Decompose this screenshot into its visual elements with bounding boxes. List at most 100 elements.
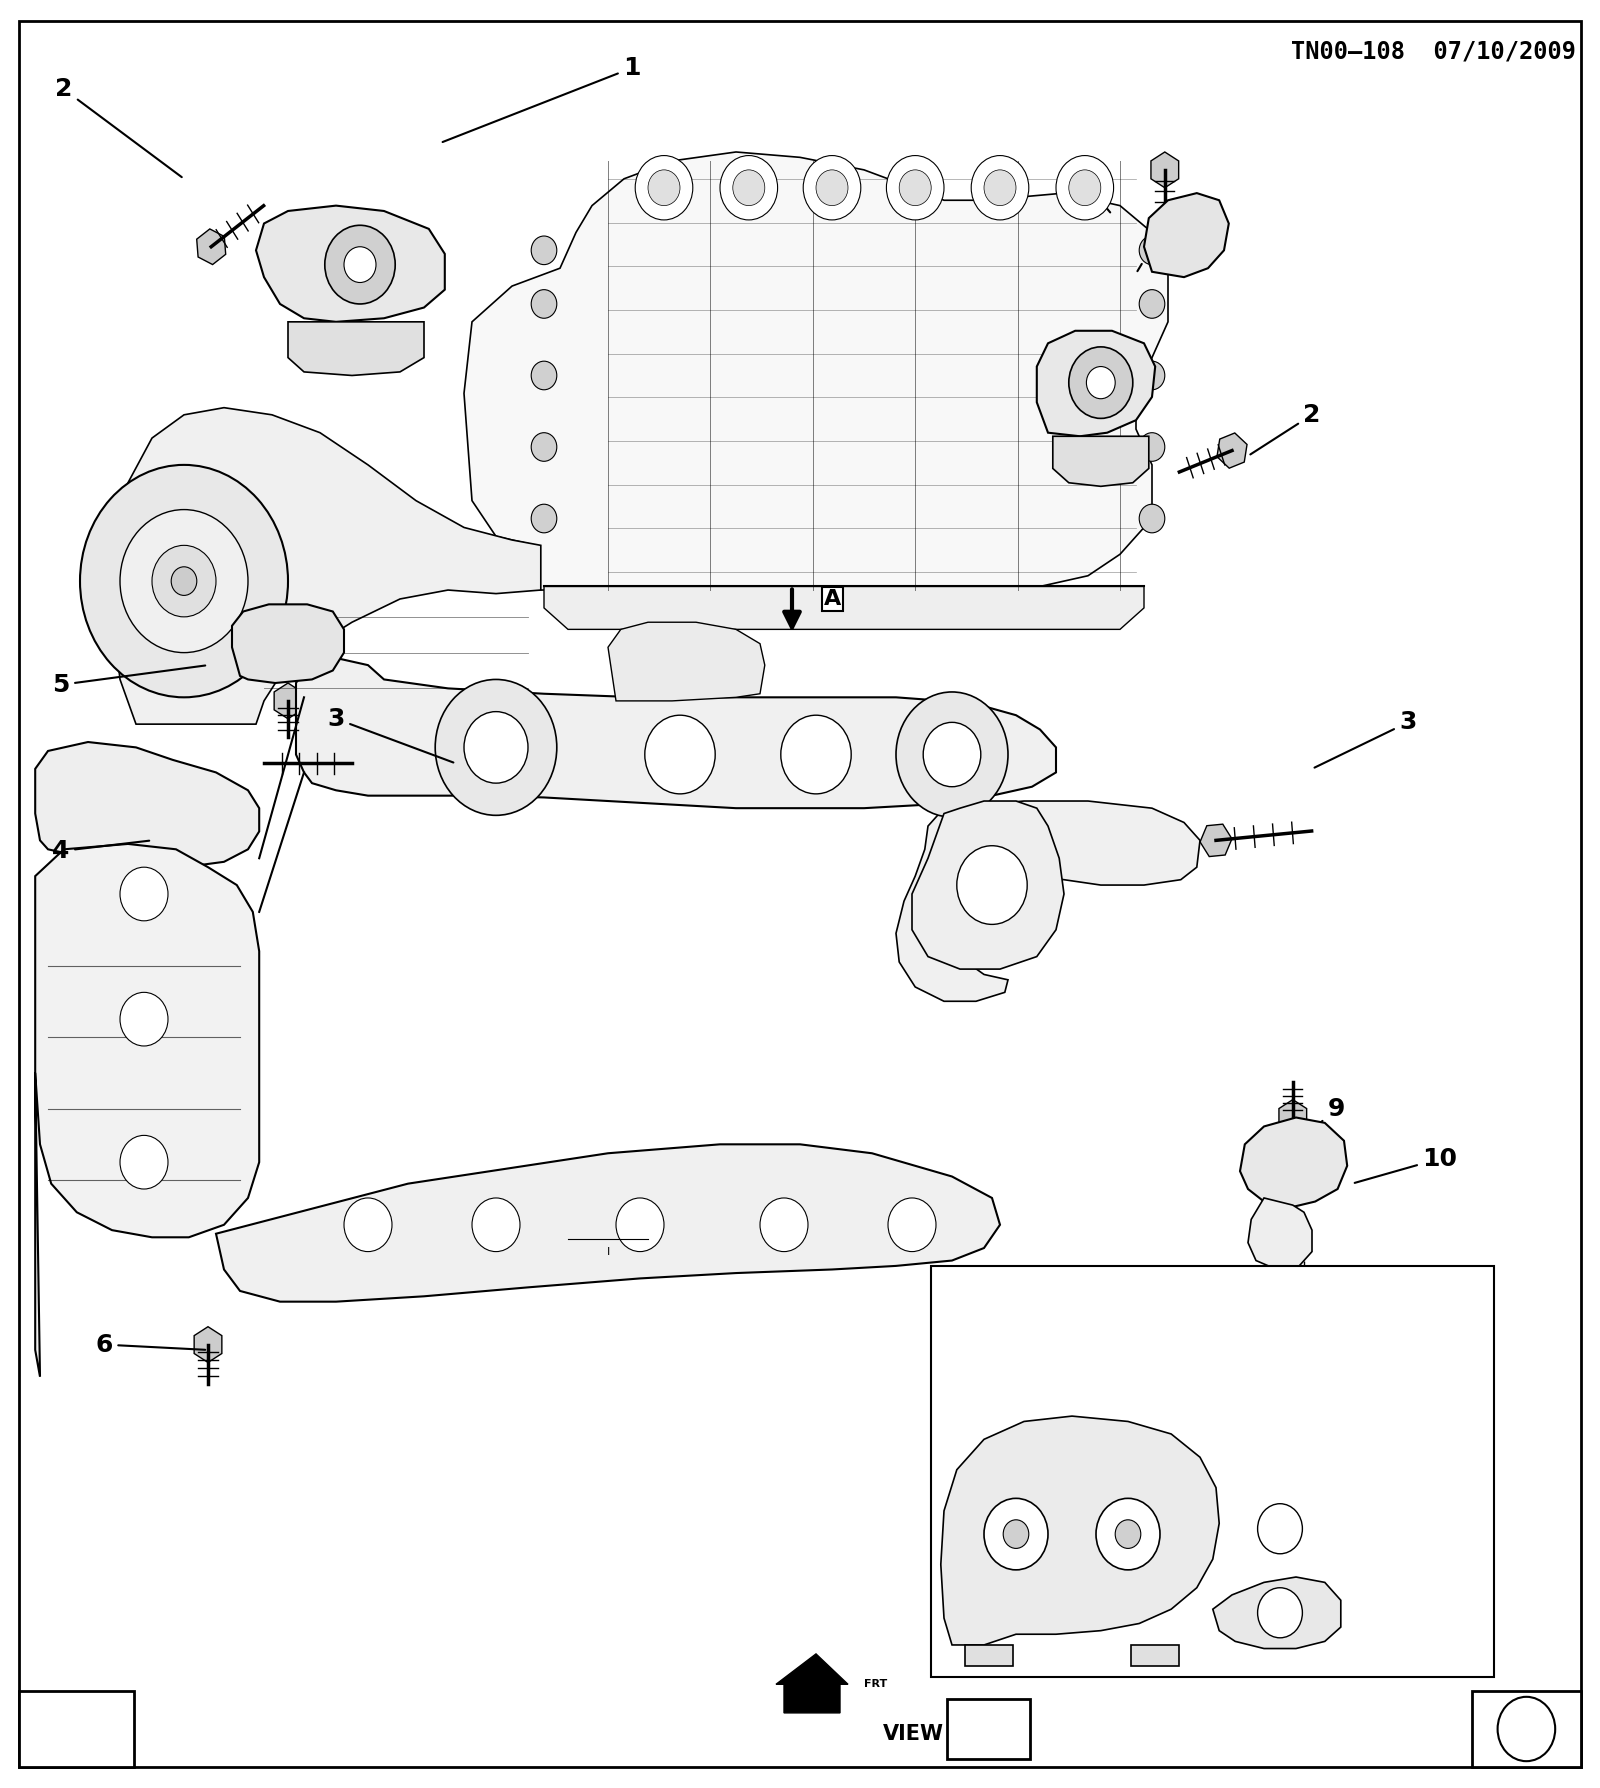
Text: 7: 7 — [1138, 234, 1160, 272]
Circle shape — [616, 1198, 664, 1252]
Polygon shape — [1213, 1577, 1341, 1649]
Polygon shape — [296, 658, 1056, 808]
Text: 9: 9 — [1294, 1096, 1344, 1146]
Bar — [931, 1266, 1494, 1677]
Circle shape — [816, 170, 848, 206]
Text: FRT: FRT — [864, 1679, 888, 1690]
Circle shape — [435, 679, 557, 815]
Polygon shape — [232, 604, 344, 683]
Circle shape — [531, 504, 557, 533]
Bar — [1472, 1691, 1581, 1767]
Text: ma: ma — [61, 1720, 93, 1738]
Circle shape — [1003, 1520, 1029, 1548]
Circle shape — [923, 722, 981, 787]
Polygon shape — [194, 1327, 222, 1362]
Polygon shape — [1150, 152, 1179, 188]
Polygon shape — [1248, 1198, 1312, 1269]
Text: I: I — [606, 1248, 610, 1257]
Polygon shape — [1218, 433, 1246, 468]
Polygon shape — [1131, 1645, 1179, 1666]
Circle shape — [984, 1498, 1048, 1570]
Text: 8: 8 — [1080, 173, 1110, 213]
Text: 2: 2 — [56, 77, 182, 177]
Polygon shape — [35, 844, 259, 1377]
Circle shape — [472, 1198, 520, 1252]
Circle shape — [1115, 1520, 1141, 1548]
Text: 5: 5 — [53, 665, 205, 697]
Circle shape — [1086, 367, 1115, 399]
Circle shape — [886, 156, 944, 220]
Circle shape — [896, 692, 1008, 817]
Circle shape — [635, 156, 693, 220]
Polygon shape — [608, 622, 765, 701]
Polygon shape — [35, 742, 259, 867]
Text: 10: 10 — [1355, 1146, 1458, 1184]
Circle shape — [1139, 433, 1165, 461]
Text: 2: 2 — [1250, 402, 1320, 454]
Circle shape — [1139, 236, 1165, 265]
Circle shape — [1139, 504, 1165, 533]
Circle shape — [464, 712, 528, 783]
Polygon shape — [464, 152, 1168, 608]
Polygon shape — [1240, 1118, 1347, 1207]
Circle shape — [531, 361, 557, 390]
Circle shape — [1139, 361, 1165, 390]
Circle shape — [899, 170, 931, 206]
Polygon shape — [776, 1654, 848, 1713]
Text: gm
spo: gm spo — [1518, 1720, 1534, 1738]
Circle shape — [971, 156, 1029, 220]
Circle shape — [957, 846, 1027, 924]
Circle shape — [1139, 290, 1165, 318]
Polygon shape — [965, 1645, 1013, 1666]
Circle shape — [781, 715, 851, 794]
Text: A: A — [824, 588, 842, 610]
Circle shape — [645, 715, 715, 794]
Circle shape — [888, 1198, 936, 1252]
Text: 3: 3 — [1315, 710, 1416, 767]
Circle shape — [720, 156, 778, 220]
Circle shape — [152, 545, 216, 617]
Polygon shape — [544, 586, 1144, 629]
Circle shape — [120, 867, 168, 921]
Circle shape — [531, 290, 557, 318]
Circle shape — [531, 433, 557, 461]
Circle shape — [1056, 156, 1114, 220]
Circle shape — [531, 236, 557, 265]
Circle shape — [120, 510, 248, 653]
Circle shape — [1258, 1588, 1302, 1638]
Polygon shape — [336, 747, 368, 780]
Polygon shape — [1144, 193, 1229, 277]
Circle shape — [1498, 1697, 1555, 1761]
Polygon shape — [941, 1416, 1219, 1645]
Polygon shape — [197, 229, 226, 265]
Circle shape — [984, 170, 1016, 206]
Polygon shape — [896, 801, 1200, 1001]
Circle shape — [1258, 1504, 1302, 1554]
Polygon shape — [274, 683, 302, 719]
Polygon shape — [1200, 824, 1232, 856]
Circle shape — [1069, 170, 1101, 206]
Text: A: A — [981, 1718, 997, 1740]
Circle shape — [80, 465, 288, 697]
Bar — [19, 1691, 134, 1767]
Circle shape — [803, 156, 861, 220]
Text: 4: 4 — [53, 839, 149, 864]
Circle shape — [1069, 347, 1133, 418]
Polygon shape — [112, 408, 541, 724]
Polygon shape — [256, 206, 445, 322]
Text: 3: 3 — [328, 706, 453, 762]
Circle shape — [120, 1135, 168, 1189]
Circle shape — [1096, 1498, 1160, 1570]
Polygon shape — [1037, 331, 1155, 436]
Circle shape — [325, 225, 395, 304]
Text: 6: 6 — [96, 1332, 205, 1357]
Text: 1: 1 — [443, 55, 640, 141]
Circle shape — [344, 1198, 392, 1252]
Circle shape — [760, 1198, 808, 1252]
Polygon shape — [1278, 1100, 1307, 1135]
Text: 1: 1 — [1074, 349, 1144, 409]
Text: TN00–108  07/10/2009: TN00–108 07/10/2009 — [1291, 39, 1576, 63]
Circle shape — [733, 170, 765, 206]
Bar — [947, 1699, 1030, 1759]
Circle shape — [120, 992, 168, 1046]
